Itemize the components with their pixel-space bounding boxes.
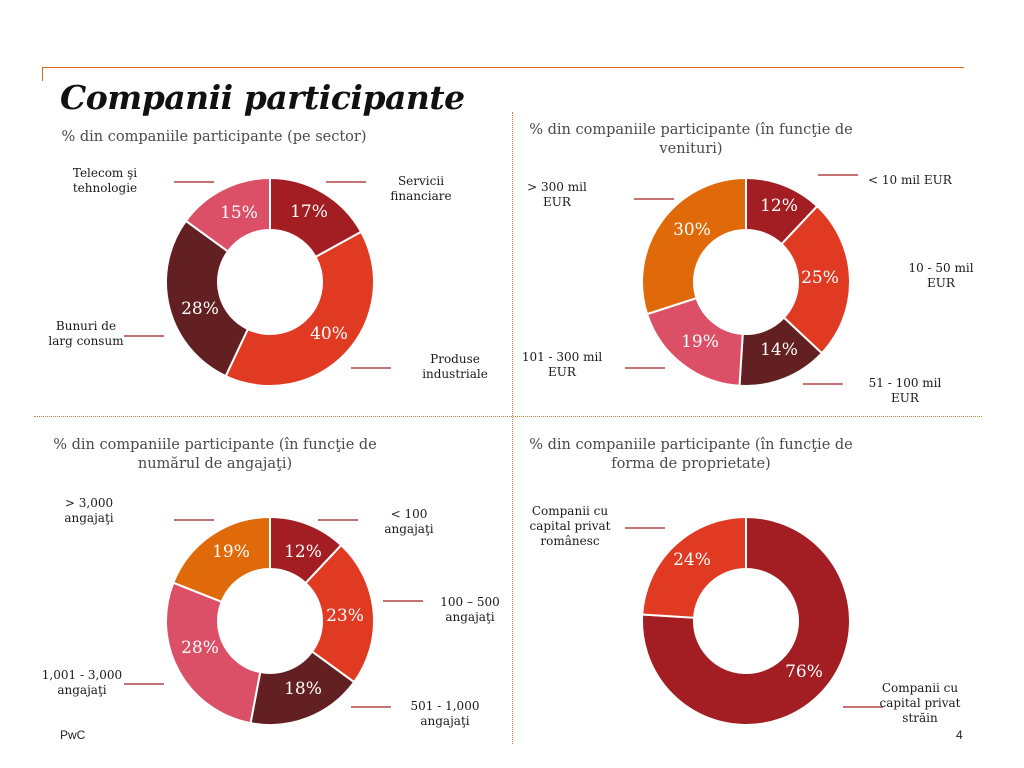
category-label: 1,001 - 3,000 angajaţi — [42, 668, 122, 697]
donut-slice — [165, 219, 250, 378]
slice-value-label: 19% — [212, 542, 250, 562]
donut-slice — [304, 543, 375, 684]
slice-value-label: 28% — [181, 299, 219, 319]
chart-title-sector: % din companiile participante (pe sector… — [61, 129, 367, 145]
footer-brand: PwC — [60, 728, 86, 742]
donut-slice — [641, 515, 851, 726]
page-title: Companii participante — [60, 78, 465, 117]
slice-value-label: 17% — [290, 202, 328, 222]
slice-value-label: 12% — [760, 196, 798, 216]
horizontal-divider — [34, 416, 982, 417]
category-label: < 100 angajaţi — [384, 507, 433, 536]
category-label: 501 - 1,000 angajaţi — [411, 699, 480, 728]
category-label: 100 – 500 angajaţi — [440, 595, 499, 624]
category-label: < 10 mil EUR — [868, 173, 953, 187]
donut-slice — [641, 515, 747, 619]
category-label: Telecom şi tehnologie — [73, 166, 137, 195]
page-number: 4 — [956, 728, 963, 742]
category-label: Companii cu capital privat românesc — [529, 504, 610, 548]
slice-value-label: 14% — [760, 340, 798, 360]
category-label: > 3,000 angajaţi — [64, 496, 113, 525]
slice-value-label: 40% — [310, 324, 348, 344]
slice-value-label: 19% — [681, 332, 719, 352]
donut-slice — [224, 230, 375, 387]
title-rule-tick — [42, 67, 43, 81]
category-label: 101 - 300 mil EUR — [522, 350, 603, 379]
category-label: > 300 mil EUR — [527, 180, 587, 209]
slice-value-label: 30% — [673, 220, 711, 240]
category-label: 51 - 100 mil EUR — [869, 376, 942, 405]
slice-value-label: 15% — [220, 203, 258, 223]
slice-value-label: 25% — [801, 268, 839, 288]
donut-slice — [780, 204, 851, 355]
chart-title-proprietate: % din companiile participante (în funcţi… — [529, 437, 853, 472]
category-label: Produse industriale — [422, 352, 488, 381]
donut-slice — [184, 176, 271, 253]
category-label: Bunuri de larg consum — [48, 319, 124, 348]
donut-slice — [165, 581, 262, 725]
slice-value-label: 76% — [785, 662, 823, 682]
slice-value-label: 23% — [326, 606, 364, 626]
slice-value-label: 12% — [284, 542, 322, 562]
chart-title-venituri: % din companiile participante (în funcţi… — [529, 122, 853, 157]
slice-value-label: 24% — [673, 550, 711, 570]
donut-slice — [172, 515, 271, 604]
category-label: Companii cu capital privat străin — [879, 681, 960, 725]
vertical-divider — [512, 112, 513, 744]
chart-title-angajati: % din companiile participante (în funcţi… — [53, 437, 377, 472]
category-label: 10 - 50 mil EUR — [908, 261, 973, 290]
slice-value-label: 18% — [284, 679, 322, 699]
title-rule — [42, 67, 964, 68]
slice-value-label: 28% — [181, 638, 219, 658]
category-label: Servicii financiare — [390, 174, 451, 203]
donut-slice — [641, 176, 747, 316]
